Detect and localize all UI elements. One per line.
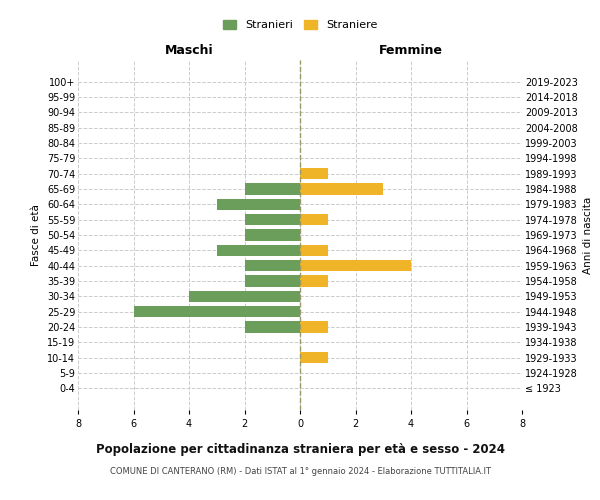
Bar <box>300 244 328 256</box>
Text: Popolazione per cittadinanza straniera per età e sesso - 2024: Popolazione per cittadinanza straniera p… <box>95 442 505 456</box>
Bar <box>245 214 300 226</box>
Bar <box>245 183 300 194</box>
Y-axis label: Fasce di età: Fasce di età <box>31 204 41 266</box>
Text: COMUNE DI CANTERANO (RM) - Dati ISTAT al 1° gennaio 2024 - Elaborazione TUTTITAL: COMUNE DI CANTERANO (RM) - Dati ISTAT al… <box>110 468 491 476</box>
Bar <box>189 290 300 302</box>
Bar <box>300 214 328 226</box>
Bar <box>300 183 383 194</box>
Bar <box>245 260 300 272</box>
Bar <box>245 229 300 241</box>
Bar <box>300 168 328 179</box>
Bar <box>245 322 300 333</box>
Bar <box>217 244 300 256</box>
Bar <box>300 260 411 272</box>
Bar <box>217 198 300 210</box>
Bar <box>300 322 328 333</box>
Text: Maschi: Maschi <box>164 44 214 57</box>
Legend: Stranieri, Straniere: Stranieri, Straniere <box>218 16 382 35</box>
Y-axis label: Anni di nascita: Anni di nascita <box>583 196 593 274</box>
Bar <box>245 276 300 287</box>
Bar <box>300 352 328 364</box>
Text: Femmine: Femmine <box>379 44 443 57</box>
Bar <box>300 276 328 287</box>
Bar <box>133 306 300 318</box>
